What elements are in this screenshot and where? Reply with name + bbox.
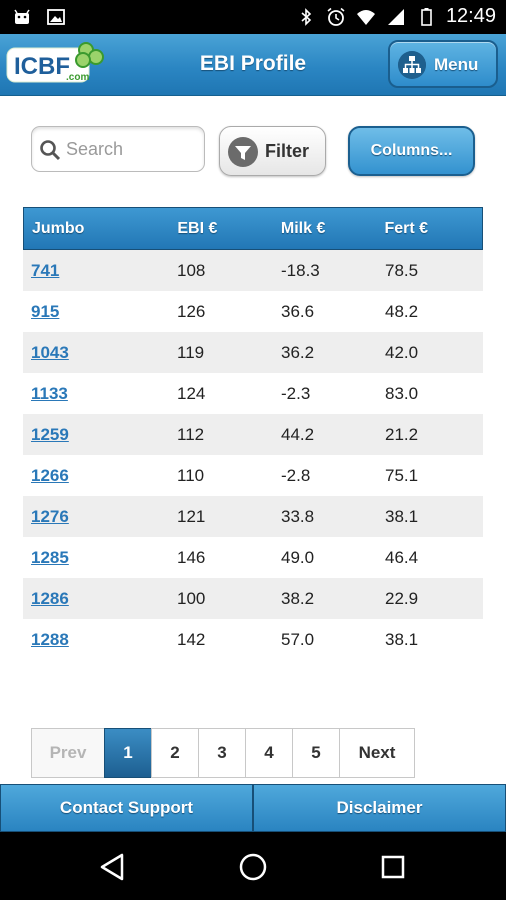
alarm-icon <box>327 7 345 26</box>
ebi-cell: 146 <box>177 547 206 567</box>
wifi-icon <box>356 9 375 25</box>
ebi-cell: 119 <box>177 342 205 362</box>
table-row: 1133 124 -2.3 83.0 <box>23 373 483 414</box>
status-time: 12:49 <box>445 5 496 27</box>
table-row: 1276 121 33.8 38.1 <box>23 496 483 537</box>
table-row: 1259 112 44.2 21.2 <box>23 414 483 455</box>
ebi-cell: 112 <box>177 424 205 444</box>
back-icon[interactable] <box>96 850 130 884</box>
fert-cell: 48.2 <box>385 301 419 321</box>
fert-cell: 22.9 <box>385 588 419 608</box>
svg-text:.com: .com <box>66 72 89 83</box>
fert-cell: 75.1 <box>385 465 419 485</box>
app-header: ICBF .com EBI Profile Menu <box>0 34 506 96</box>
page-5-button[interactable]: 5 <box>292 728 340 778</box>
column-header-jumbo[interactable]: Jumbo <box>32 219 85 237</box>
filter-button[interactable]: Filter <box>219 126 326 176</box>
table-row: 1266 110 -2.8 75.1 <box>23 455 483 496</box>
jumbo-link[interactable]: 741 <box>31 260 60 280</box>
ebi-cell: 142 <box>177 629 206 649</box>
ebi-cell: 100 <box>177 588 206 608</box>
fert-cell: 38.1 <box>385 506 419 526</box>
jumbo-link[interactable]: 915 <box>31 301 60 321</box>
jumbo-link[interactable]: 1259 <box>31 424 69 444</box>
system-nav-bar <box>0 832 506 900</box>
disclaimer-button[interactable]: Disclaimer <box>253 784 506 832</box>
table-header: Jumbo EBI € Milk € Fert € <box>23 207 483 250</box>
icbf-logo[interactable]: ICBF .com <box>6 40 106 86</box>
milk-cell: -18.3 <box>281 260 320 280</box>
image-icon <box>47 9 65 25</box>
footer: Contact Support Disclaimer <box>0 784 506 832</box>
contact-support-button[interactable]: Contact Support <box>0 784 253 832</box>
jumbo-link[interactable]: 1276 <box>31 506 69 526</box>
sitemap-icon <box>398 51 426 79</box>
fert-cell: 42.0 <box>385 342 419 362</box>
ebi-table: Jumbo EBI € Milk € Fert € 741 108 -18.3 … <box>23 207 483 660</box>
recents-icon[interactable] <box>376 850 410 884</box>
fert-cell: 78.5 <box>385 260 419 280</box>
table-row: 1286 100 38.2 22.9 <box>23 578 483 619</box>
milk-cell: 44.2 <box>281 424 315 444</box>
milk-cell: -2.8 <box>281 465 311 485</box>
column-header-fert[interactable]: Fert € <box>384 219 429 237</box>
milk-cell: 33.8 <box>281 506 315 526</box>
table-row: 1288 142 57.0 38.1 <box>23 619 483 660</box>
ebi-cell: 121 <box>177 506 206 526</box>
jumbo-link[interactable]: 1285 <box>31 547 69 567</box>
jumbo-link[interactable]: 1286 <box>31 588 69 608</box>
jumbo-link[interactable]: 1133 <box>31 383 68 403</box>
fert-cell: 46.4 <box>385 547 419 567</box>
page-3-button[interactable]: 3 <box>198 728 246 778</box>
milk-cell: 49.0 <box>281 547 315 567</box>
ebi-cell: 126 <box>177 301 206 321</box>
fert-cell: 21.2 <box>385 424 419 444</box>
fert-cell: 83.0 <box>385 383 419 403</box>
jumbo-link[interactable]: 1288 <box>31 629 69 649</box>
filter-icon <box>228 137 258 167</box>
android-icon <box>14 9 30 24</box>
page-1-button[interactable]: 1 <box>104 728 152 778</box>
ebi-cell: 124 <box>177 383 206 403</box>
columns-label: Columns... <box>370 142 453 159</box>
menu-button[interactable]: Menu <box>388 40 498 88</box>
milk-cell: 36.2 <box>281 342 315 362</box>
menu-label: Menu <box>434 55 479 74</box>
columns-button[interactable]: Columns... <box>348 126 475 176</box>
battery-icon <box>421 7 432 26</box>
pagination: Prev 1 2 3 4 5 Next <box>31 728 415 778</box>
table-row: 1043 119 36.2 42.0 <box>23 332 483 373</box>
svg-text:ICBF: ICBF <box>14 53 70 80</box>
page-4-button[interactable]: 4 <box>245 728 293 778</box>
jumbo-link[interactable]: 1266 <box>31 465 69 485</box>
milk-cell: 57.0 <box>281 629 315 649</box>
milk-cell: 38.2 <box>281 588 315 608</box>
ebi-cell: 108 <box>177 260 206 280</box>
search-input[interactable] <box>66 135 196 163</box>
page-title: EBI Profile <box>199 52 307 75</box>
column-header-ebi[interactable]: EBI € <box>177 219 218 237</box>
filter-label: Filter <box>265 141 310 161</box>
table-row: 915 126 36.6 48.2 <box>23 291 483 332</box>
ebi-cell: 110 <box>177 465 205 485</box>
search-icon <box>40 140 61 161</box>
milk-cell: -2.3 <box>281 383 311 403</box>
table-row: 1285 146 49.0 46.4 <box>23 537 483 578</box>
column-header-milk[interactable]: Milk € <box>280 219 326 237</box>
home-icon[interactable] <box>236 850 270 884</box>
status-bar: 12:49 <box>0 0 506 34</box>
fert-cell: 38.1 <box>385 629 419 649</box>
signal-icon <box>387 8 404 25</box>
jumbo-link[interactable]: 1043 <box>31 342 69 362</box>
page-2-button[interactable]: 2 <box>151 728 199 778</box>
milk-cell: 36.6 <box>281 301 315 321</box>
bluetooth-icon <box>301 7 312 26</box>
search-box[interactable] <box>31 126 205 172</box>
next-page-button[interactable]: Next <box>339 728 415 778</box>
prev-page-button[interactable]: Prev <box>31 728 105 778</box>
table-row: 741 108 -18.3 78.5 <box>23 250 483 291</box>
